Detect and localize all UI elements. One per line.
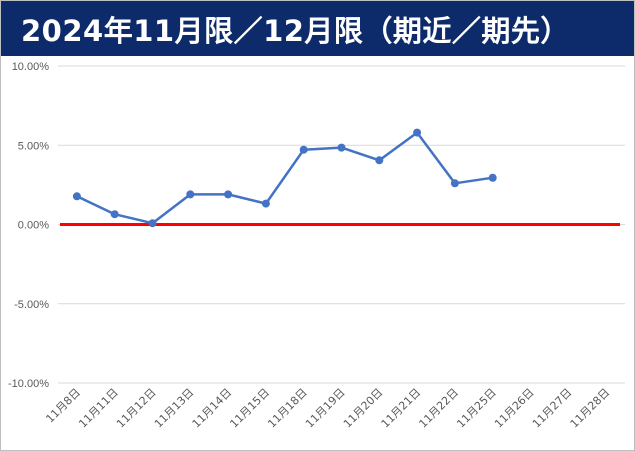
title-bar: 2024年11月限／12月限（期近／期先） bbox=[1, 1, 634, 56]
x-tick-label: 11月15日 bbox=[227, 386, 272, 431]
data-point bbox=[186, 190, 195, 199]
x-tick-label: 11月25日 bbox=[454, 386, 499, 431]
x-tick-label: 11月20日 bbox=[341, 386, 386, 431]
data-point bbox=[337, 143, 346, 152]
series-line bbox=[76, 131, 493, 225]
chart-title: 2024年11月限／12月限（期近／期先） bbox=[21, 13, 570, 48]
data-point bbox=[110, 210, 119, 219]
y-tick-label: -10.00% bbox=[8, 378, 49, 390]
x-tick-label: 11月28日 bbox=[568, 386, 613, 431]
x-tick-label: 11月21日 bbox=[379, 386, 424, 431]
x-tick-label: 11月11日 bbox=[76, 386, 121, 431]
x-tick-label: 11月22日 bbox=[416, 386, 461, 431]
y-tick-label: 5.00% bbox=[18, 140, 49, 152]
x-tick-label: 11月14日 bbox=[190, 386, 235, 431]
data-point bbox=[488, 173, 497, 182]
data-point bbox=[148, 219, 157, 228]
x-tick-label: 11月27日 bbox=[530, 386, 575, 431]
data-point bbox=[261, 199, 270, 208]
x-tick-label: 11月26日 bbox=[492, 386, 537, 431]
y-tick-label: -5.00% bbox=[14, 299, 49, 311]
data-point bbox=[450, 179, 459, 188]
x-tick-label: 11月12日 bbox=[114, 386, 159, 431]
x-tick-label: 11月13日 bbox=[152, 386, 197, 431]
data-point bbox=[299, 145, 308, 154]
data-point bbox=[413, 128, 422, 137]
y-tick-label: 10.00% bbox=[12, 61, 50, 73]
data-point bbox=[375, 156, 384, 165]
x-tick-label: 11月18日 bbox=[265, 386, 310, 431]
data-point bbox=[72, 192, 81, 201]
data-point bbox=[224, 190, 233, 199]
x-tick-label: 11月19日 bbox=[303, 386, 348, 431]
y-tick-label: 0.00% bbox=[18, 220, 49, 232]
